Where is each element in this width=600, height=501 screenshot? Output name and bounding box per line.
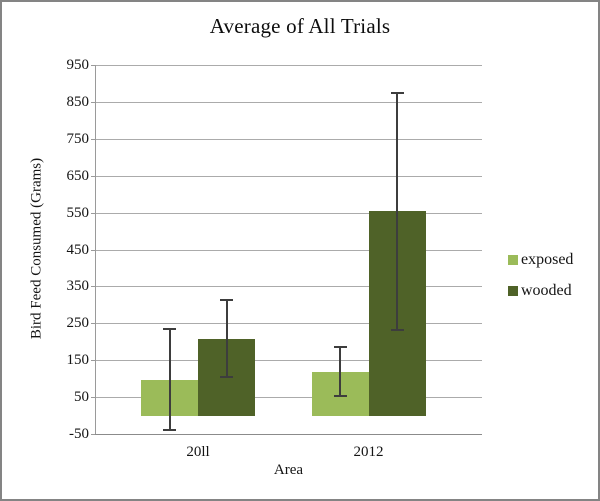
y-axis-tick — [91, 323, 95, 325]
legend: exposed wooded — [508, 251, 573, 313]
legend-swatch-icon — [508, 255, 518, 265]
x-category-label: 20ll — [186, 444, 210, 460]
y-tick-label: 350 — [66, 278, 90, 295]
y-tick-label: 250 — [66, 315, 90, 332]
gridline — [95, 286, 482, 288]
y-tick-label: 150 — [66, 352, 90, 369]
x-axis-line — [95, 434, 482, 435]
error-bar-line — [225, 299, 228, 377]
y-tick-label: 650 — [66, 167, 90, 184]
y-axis-tick — [91, 249, 95, 251]
y-tick-label: 750 — [66, 130, 90, 147]
legend-label: wooded — [521, 282, 572, 299]
error-bar-cap-top — [220, 298, 233, 301]
chart-title: Average of All Trials — [209, 14, 391, 38]
error-bar-cap-top — [333, 346, 347, 349]
gridline — [95, 249, 482, 251]
legend-swatch-icon — [508, 286, 518, 296]
gridline — [95, 360, 482, 362]
x-category-label: 2012 — [353, 444, 384, 460]
y-axis-tick — [91, 138, 95, 140]
legend-label: exposed — [521, 251, 574, 268]
gridline — [95, 175, 482, 177]
gridline — [95, 212, 482, 214]
gridline — [95, 397, 482, 399]
gridline — [95, 101, 482, 103]
legend-item-wooded: wooded — [508, 282, 573, 300]
error-bar-line — [339, 347, 341, 396]
gridline — [95, 138, 482, 140]
y-tick-label: 450 — [66, 241, 90, 258]
y-axis-line — [95, 65, 96, 434]
y-tick-label: 950 — [66, 57, 90, 73]
y-axis-tick — [91, 397, 95, 399]
y-axis-tick — [91, 101, 95, 103]
y-axis-tick — [91, 286, 95, 288]
x-axis-title: Area — [273, 462, 304, 478]
y-axis-tick — [91, 434, 95, 435]
error-bar-line — [168, 328, 171, 431]
error-bar-cap-bottom — [390, 328, 404, 331]
y-axis-tick — [91, 360, 95, 362]
y-tick-label: -50 — [69, 426, 89, 442]
gridline — [95, 65, 482, 66]
y-tick-label: 850 — [66, 93, 90, 110]
y-axis-tick — [91, 65, 95, 66]
error-bar-cap-top — [390, 91, 404, 94]
error-bar-cap-bottom — [333, 394, 347, 397]
y-axis-tick — [91, 212, 95, 214]
y-tick-label: 550 — [66, 204, 90, 221]
gridline — [95, 323, 482, 325]
y-axis-tick — [91, 175, 95, 177]
legend-item-exposed: exposed — [508, 251, 573, 269]
error-bar-cap-bottom — [163, 429, 176, 432]
error-bar-line — [396, 92, 398, 330]
error-bar-cap-top — [163, 327, 176, 330]
y-tick-label: 50 — [74, 389, 89, 406]
error-bar-cap-bottom — [220, 375, 233, 378]
